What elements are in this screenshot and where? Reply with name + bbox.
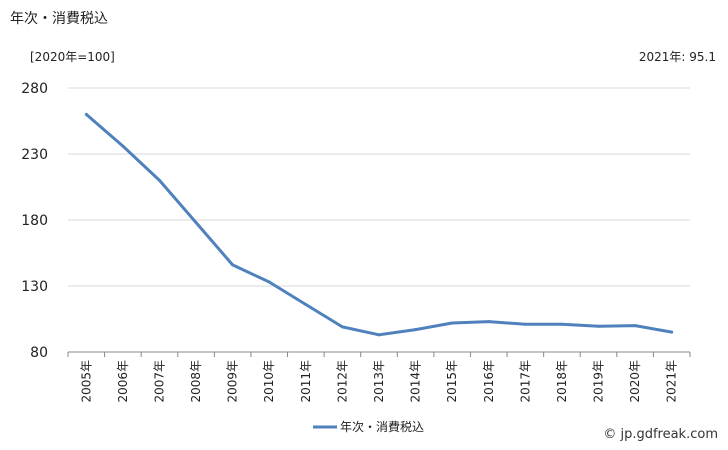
- x-tick-label: 2012年: [335, 360, 349, 403]
- x-tick-label: 2007年: [152, 360, 166, 403]
- x-tick-label: 2015年: [445, 360, 459, 403]
- data-point: [304, 302, 308, 306]
- data-point: [84, 112, 88, 116]
- y-tick-label: 80: [30, 345, 48, 361]
- legend: 年次・消費税込: [313, 419, 424, 434]
- data-point: [450, 321, 454, 325]
- data-point: [340, 325, 344, 329]
- legend-label: 年次・消費税込: [340, 419, 424, 434]
- data-point: [377, 333, 381, 337]
- series-group: [84, 112, 674, 337]
- x-tick-label: 2017年: [518, 360, 532, 403]
- y-tick-label: 230: [21, 147, 48, 163]
- data-point: [487, 320, 491, 324]
- footer-credit: © jp.gdfreak.com: [603, 427, 718, 442]
- data-point: [194, 221, 198, 225]
- x-tick-labels: 2005年 2006年 2007年 2008年 2009年 2010年 2011年 2012年…: [79, 360, 678, 403]
- y-tick-label: 180: [21, 213, 48, 229]
- x-tick-label: 2011年: [299, 360, 313, 403]
- chart-title: 年次・消費税込: [10, 11, 108, 27]
- data-point: [121, 144, 125, 148]
- x-tick-label: 2018年: [555, 360, 569, 403]
- data-point: [633, 324, 637, 328]
- data-point: [597, 324, 601, 328]
- y-tick-labels: 80 130 180 230 280: [21, 81, 48, 361]
- x-tick-label: 2006年: [116, 360, 130, 403]
- x-tick-label: 2021年: [665, 360, 679, 403]
- x-tick-label: 2014年: [409, 360, 423, 403]
- data-point: [670, 330, 674, 334]
- axes: [67, 351, 691, 357]
- x-tick-label: 2005年: [79, 360, 93, 403]
- x-tick-label: 2010年: [262, 360, 276, 403]
- x-tick-label: 2020年: [628, 360, 642, 403]
- data-point: [157, 178, 161, 182]
- latest-value-label: 2021年: 95.1: [638, 50, 716, 64]
- x-tick-label: 2009年: [226, 360, 240, 403]
- series-line: [85, 113, 672, 337]
- x-tick-label: 2013年: [372, 360, 386, 403]
- x-tick-label: 2019年: [592, 360, 606, 403]
- data-point: [560, 322, 564, 326]
- y-tick-label: 130: [21, 279, 48, 295]
- data-point: [231, 263, 235, 267]
- x-tick-label: 2016年: [482, 360, 496, 403]
- grid-lines: [68, 87, 690, 287]
- data-point: [414, 328, 418, 332]
- data-point: [523, 322, 527, 326]
- y-tick-label: 280: [21, 81, 48, 97]
- data-point: [267, 280, 271, 284]
- x-tick-label: 2008年: [189, 360, 203, 403]
- unit-label: [2020年=100]: [30, 50, 115, 64]
